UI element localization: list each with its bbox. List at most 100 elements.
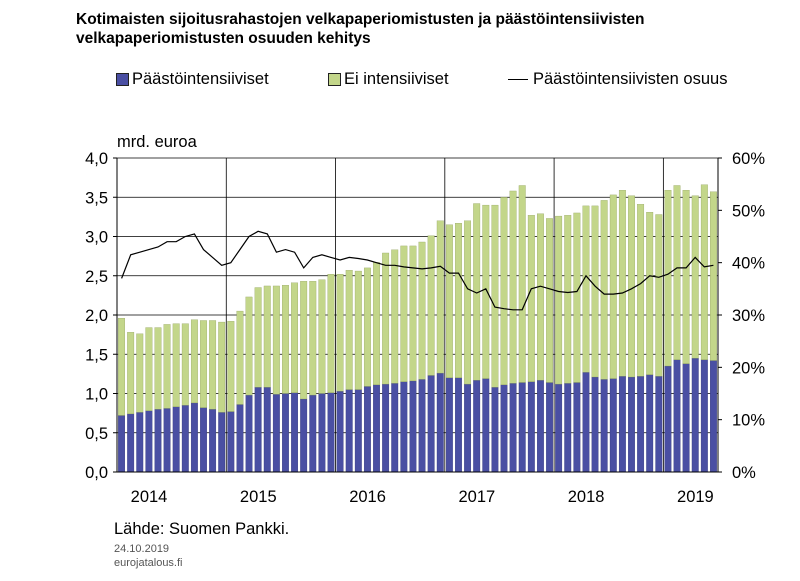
bar-non-intensive (482, 204, 490, 379)
bar-non-intensive (345, 270, 353, 390)
tick-label-year: 2016 (349, 488, 386, 506)
bar-intensive (591, 376, 599, 473)
bar-non-intensive (136, 333, 144, 413)
bar-intensive (445, 377, 453, 473)
bar-intensive (682, 363, 690, 473)
bar-intensive (700, 359, 708, 473)
bar-intensive (154, 409, 162, 473)
bar-non-intensive (573, 212, 581, 383)
bar-non-intensive (445, 224, 453, 378)
tick-label-y: 1,0 (85, 386, 108, 404)
bar-intensive (509, 383, 517, 473)
bar-intensive (227, 411, 235, 473)
tick-label-y2: 20% (732, 359, 765, 377)
bar-intensive (263, 387, 271, 473)
bar-non-intensive (354, 270, 362, 390)
bar-non-intensive (582, 205, 590, 373)
bar-non-intensive (400, 245, 408, 382)
y-axis-label: mrd. euroa (117, 133, 198, 151)
bar-non-intensive (464, 220, 472, 385)
legend-label-non-intensive: Ei intensiiviset (344, 70, 449, 88)
legend-item-intensive: Päästöintensiiviset (116, 70, 269, 89)
bar-intensive (436, 372, 444, 473)
bar-intensive (163, 408, 171, 473)
bar-non-intensive (127, 332, 135, 415)
bar-non-intensive (209, 320, 217, 410)
bar-non-intensive (254, 287, 262, 388)
bar-intensive (318, 393, 326, 473)
bar-non-intensive (391, 249, 399, 384)
bar-non-intensive (382, 252, 390, 385)
bar-intensive (209, 409, 217, 473)
tick-label-y: 4,0 (85, 150, 108, 168)
bar-intensive (537, 380, 544, 473)
bar-intensive (500, 384, 508, 473)
bar-non-intensive (637, 204, 645, 377)
bar-intensive (527, 381, 535, 473)
tick-label-y: 3,5 (85, 189, 108, 207)
tick-label-y: 2,0 (85, 307, 108, 325)
bar-non-intensive (700, 184, 708, 360)
bar-intensive (345, 389, 353, 473)
bar-intensive (628, 376, 635, 473)
bar-non-intensive (427, 235, 435, 376)
bar-intensive (418, 379, 426, 473)
bar-intensive (373, 384, 380, 473)
source-note: Lähde: Suomen Pankki. (114, 520, 290, 538)
bar-non-intensive (200, 320, 207, 408)
tick-label-y: 0,0 (85, 464, 108, 482)
bar-intensive (600, 379, 608, 473)
bar-non-intensive (609, 194, 617, 379)
tick-label-y2: 40% (732, 255, 765, 273)
bar-intensive (218, 412, 226, 473)
bar-intensive (300, 398, 308, 473)
bar-intensive (354, 389, 362, 473)
bar-non-intensive (190, 319, 198, 404)
bar-intensive (518, 382, 526, 473)
bar-non-intensive (527, 215, 535, 382)
bar-non-intensive (172, 323, 180, 407)
bar-non-intensive (236, 310, 244, 405)
bar-non-intensive (655, 214, 663, 377)
bar-intensive (673, 359, 681, 473)
bar-non-intensive (682, 190, 690, 364)
bar-intensive (582, 372, 590, 473)
legend-swatch-non-intensive (328, 73, 341, 86)
bar-intensive (646, 374, 654, 473)
legend-swatch-intensive (116, 73, 129, 86)
bar-intensive (309, 394, 317, 473)
bar-intensive (637, 376, 645, 473)
bar-intensive (409, 380, 417, 473)
bar-non-intensive (282, 285, 289, 394)
bar-non-intensive (181, 323, 189, 406)
bar-intensive (664, 365, 672, 473)
tick-label-y2: 10% (732, 412, 765, 430)
tick-label-y2: 60% (732, 150, 765, 168)
bar-intensive (190, 402, 198, 473)
legend-swatch-share (508, 79, 528, 80)
bar-non-intensive (673, 185, 681, 360)
bar-non-intensive (600, 200, 608, 380)
bar-non-intensive (646, 212, 654, 375)
bar-intensive (336, 390, 344, 473)
bar-intensive (291, 392, 298, 473)
bar-non-intensive (318, 279, 326, 394)
tick-label-y: 0,5 (85, 425, 108, 443)
bar-intensive (555, 383, 563, 473)
bar-intensive (491, 387, 499, 473)
bar-non-intensive (691, 195, 699, 359)
tick-label-year: 2019 (677, 488, 714, 506)
bar-non-intensive (336, 274, 344, 392)
bar-non-intensive (618, 190, 626, 377)
legend-item-non-intensive: Ei intensiiviset (328, 70, 449, 89)
bar-non-intensive (218, 321, 226, 413)
legend-item-share: Päästöintensiivisten osuus (508, 70, 727, 89)
bar-non-intensive (409, 245, 417, 382)
bar-non-intensive (436, 220, 444, 374)
bar-non-intensive (227, 321, 235, 412)
bar-intensive (181, 405, 189, 473)
bar-non-intensive (118, 317, 125, 416)
bar-non-intensive (537, 213, 544, 381)
bar-intensive (691, 358, 699, 473)
